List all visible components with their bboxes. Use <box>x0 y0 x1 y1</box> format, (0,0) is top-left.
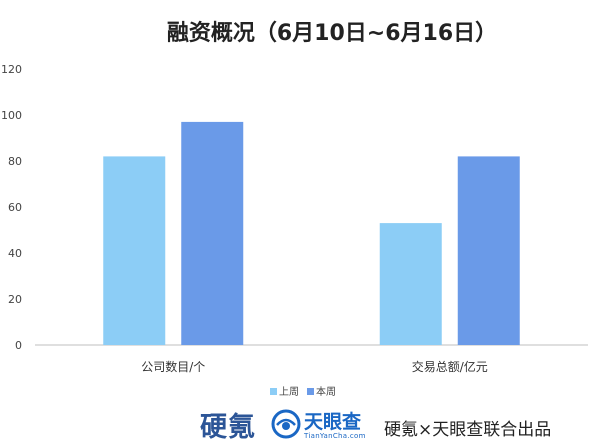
legend-swatch <box>270 388 277 395</box>
tianyancha-url: TianYanCha.com <box>304 432 366 440</box>
y-tick-label: 80 <box>8 155 22 168</box>
legend-swatch <box>307 388 314 395</box>
credit-text: 硬氪×天眼查联合出品 <box>384 420 552 440</box>
bar-chart: 融资概况（6月10日~6月16日） 0 20 40 60 80 100 120 公司数目/个… <box>1 20 588 398</box>
y-tick-label: 100 <box>1 109 22 122</box>
y-tick-label: 0 <box>15 339 22 352</box>
y-axis: 0 20 40 60 80 100 120 <box>1 63 22 352</box>
legend: 上周 本周 <box>270 385 336 398</box>
hardkr-logo: 硬氪 <box>200 412 256 443</box>
y-tick-label: 120 <box>1 63 22 76</box>
bar-last-week-0 <box>103 156 166 345</box>
y-tick-label: 40 <box>8 247 22 260</box>
y-tick-label: 60 <box>8 201 22 214</box>
bar-this-week-0 <box>181 121 244 346</box>
bars <box>103 121 520 346</box>
footer: 硬氪 天眼查 TianYanCha.com 硬氪×天眼查联合出品 <box>0 405 605 445</box>
legend-label: 上周 <box>279 386 299 398</box>
category-label: 交易总额/亿元 <box>412 359 488 374</box>
category-label: 公司数目/个 <box>141 359 205 374</box>
y-tick-label: 20 <box>8 293 22 306</box>
legend-label: 本周 <box>316 385 336 398</box>
category-labels: 公司数目/个 交易总额/亿元 <box>141 359 488 374</box>
tianyancha-logo: 天眼查 <box>304 411 362 433</box>
bar-this-week-1 <box>457 156 520 345</box>
chart-title: 融资概况（6月10日~6月16日） <box>167 20 497 46</box>
tianyancha-eye-icon <box>271 409 301 439</box>
bar-last-week-1 <box>379 223 442 345</box>
